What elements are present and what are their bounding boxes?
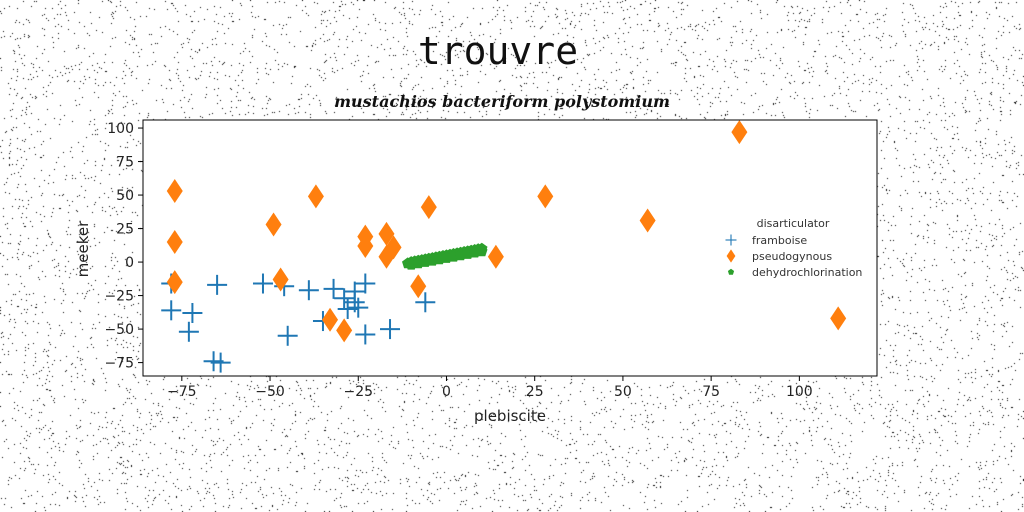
x-axis-label: plebiscite	[474, 407, 546, 425]
pseudogynous-point-4	[272, 267, 289, 292]
y-tick-label: 25	[116, 222, 134, 238]
dehydrochlorination-point-32	[476, 245, 488, 257]
series-framboise	[161, 273, 436, 373]
framboise-point-17	[348, 297, 369, 318]
legend: disarticulator framboise pseudogynous dehy…	[725, 217, 862, 279]
framboise-point-20	[380, 319, 401, 340]
legend-label-framboise: framboise	[752, 234, 807, 247]
legend-marker-dehydrochlorination	[727, 268, 735, 275]
plot-background	[143, 120, 877, 376]
x-tick-label: −25	[343, 384, 373, 400]
pseudogynous-point-6	[322, 307, 339, 332]
framboise-point-6	[210, 352, 231, 373]
data-marks	[161, 120, 847, 373]
axes: −75 −50 −25 0 25 50 75 100 −75 −50 −25 0 25 50 75 100	[104, 119, 878, 400]
pseudogynous-point-5	[307, 184, 324, 209]
x-tick-label: 75	[702, 384, 720, 400]
framboise-point-19	[355, 324, 376, 345]
legend-marker-framboise	[725, 234, 737, 246]
series-dehydrochlorination	[402, 242, 488, 270]
plot-area	[143, 120, 877, 376]
pseudogynous-point-12	[385, 235, 402, 260]
pseudogynous-point-18	[731, 120, 748, 145]
pseudogynous-point-13	[410, 274, 427, 299]
pseudogynous-point-2	[166, 270, 183, 295]
framboise-point-10	[298, 280, 319, 301]
framboise-point-16	[344, 292, 365, 313]
framboise-point-13	[334, 288, 355, 309]
framboise-point-3	[178, 321, 199, 342]
y-tick-label: −75	[104, 356, 134, 372]
series-pseudogynous	[166, 120, 847, 343]
framboise-point-1	[161, 300, 182, 321]
pseudogynous-point-16	[537, 184, 554, 209]
pseudogynous-point-14	[420, 195, 437, 220]
framboise-point-4	[207, 274, 228, 295]
x-tick-label: −75	[167, 384, 197, 400]
legend-label-pseudogynous: pseudogynous	[752, 250, 832, 263]
y-tick-label: 100	[107, 121, 134, 137]
x-tick-label: 0	[442, 384, 451, 400]
pseudogynous-point-0	[166, 179, 183, 204]
pseudogynous-point-7	[336, 318, 353, 343]
pseudogynous-point-1	[166, 229, 183, 254]
x-tick-label: 50	[614, 384, 632, 400]
y-tick-label: 75	[116, 155, 134, 171]
y-tick-label: 50	[116, 188, 134, 204]
y-tick-label: −25	[104, 289, 134, 305]
pseudogynous-point-19	[830, 306, 847, 331]
framboise-point-2	[182, 303, 203, 324]
pseudogynous-point-15	[487, 244, 504, 269]
pseudogynous-point-9	[357, 233, 374, 258]
pseudogynous-point-17	[639, 208, 656, 233]
chart-subtitle: mustachios bacteriform polystomium	[334, 92, 670, 111]
pseudogynous-point-3	[265, 212, 282, 237]
framboise-point-7	[252, 273, 273, 294]
legend-title: disarticulator	[757, 217, 830, 230]
y-tick-label: −50	[104, 322, 134, 338]
x-tick-label: 25	[526, 384, 544, 400]
legend-label-dehydrochlorination: dehydrochlorination	[752, 266, 862, 279]
chart-title: trouvre	[418, 29, 578, 73]
framboise-point-12	[323, 278, 344, 299]
x-tick-label: −50	[255, 384, 285, 400]
framboise-point-9	[277, 325, 298, 346]
framboise-point-21	[415, 292, 436, 313]
plot-frame	[142, 119, 878, 377]
y-axis-label: meeker	[74, 220, 92, 277]
y-tick-label: 0	[125, 255, 134, 271]
x-tick-label: 100	[786, 384, 813, 400]
framboise-point-18	[355, 273, 376, 294]
legend-marker-pseudogynous	[726, 249, 736, 263]
